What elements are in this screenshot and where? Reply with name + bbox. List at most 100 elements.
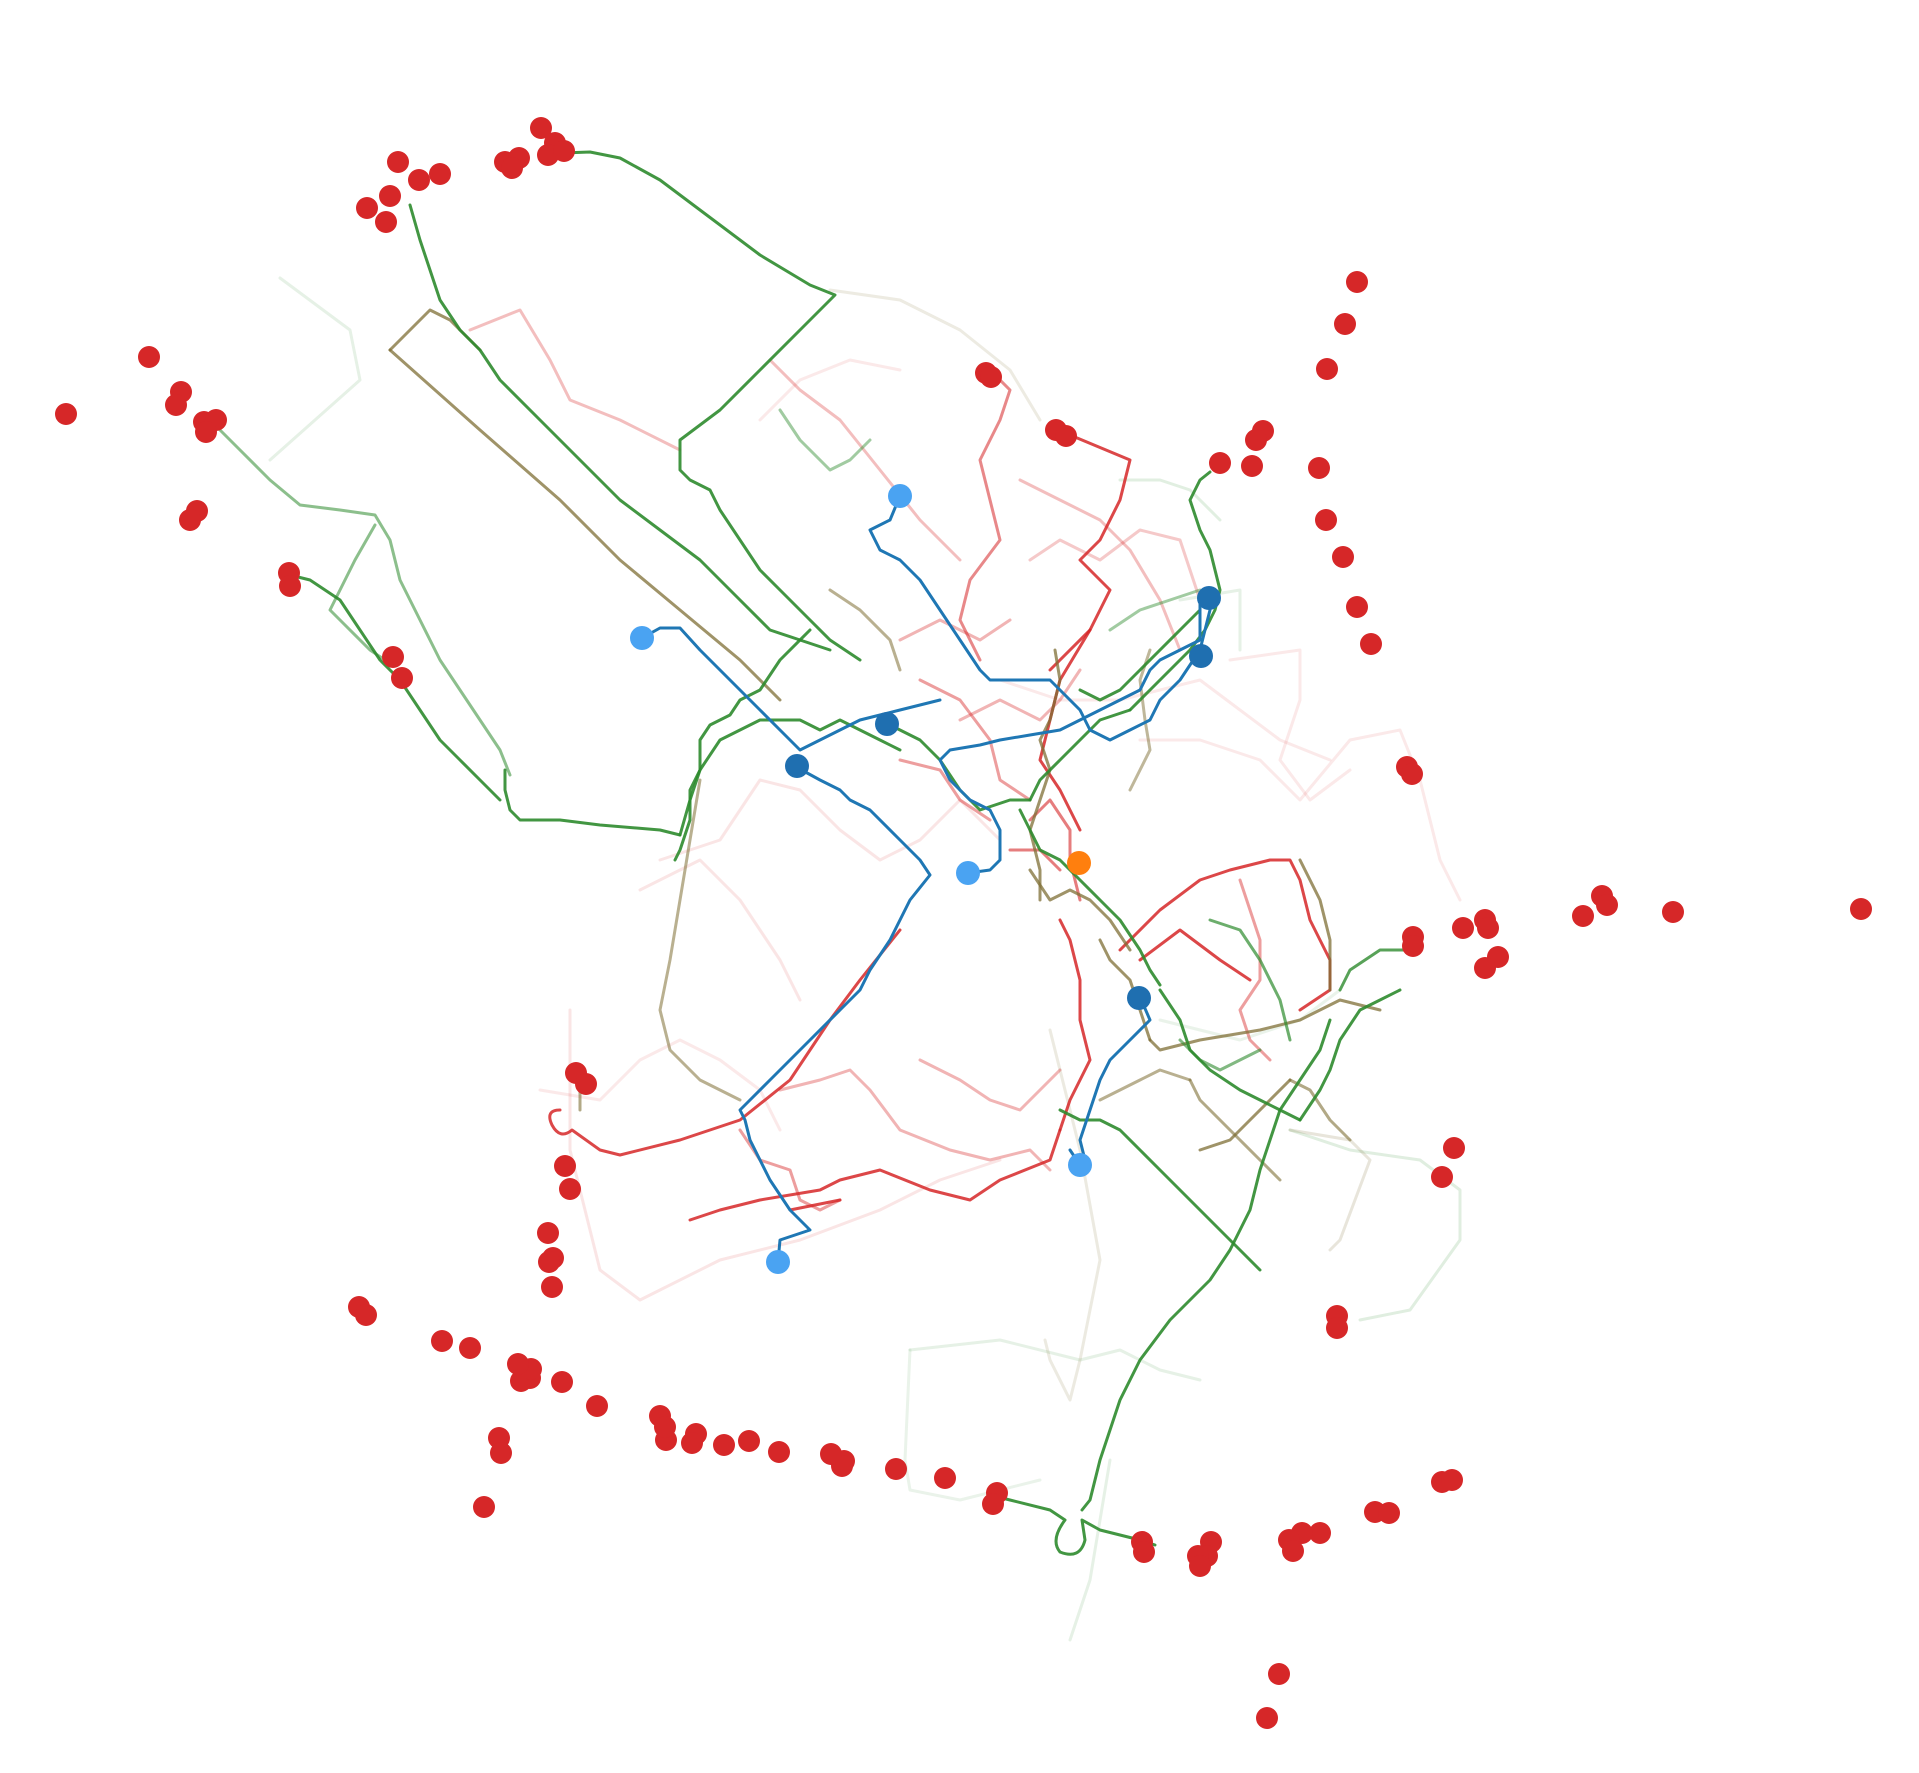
- stop-marker-blue: [1197, 586, 1221, 610]
- green-route: [1298, 988, 1402, 1122]
- faint-route: [908, 1338, 1202, 1382]
- stop-marker: [1452, 917, 1474, 939]
- stop-marker: [538, 1251, 560, 1273]
- green-route: [1108, 588, 1202, 632]
- red-route: [918, 1058, 1062, 1112]
- stop-marker: [375, 211, 397, 233]
- stop-marker: [713, 1434, 735, 1456]
- stop-marker: [530, 117, 552, 139]
- stop-marker-blue: [1068, 1153, 1092, 1177]
- red-route: [1058, 918, 1092, 1132]
- blend-route: [1148, 998, 1382, 1052]
- faint-route: [758, 358, 902, 422]
- green-route: [678, 718, 902, 837]
- stop-marker: [559, 1178, 581, 1200]
- stop-marker: [885, 1458, 907, 1480]
- stop-marker-blue: [888, 484, 912, 508]
- green-route: [503, 768, 682, 837]
- blue-route: [738, 766, 932, 1264]
- green-route: [988, 1493, 1157, 1556]
- red-route: [688, 1128, 1062, 1222]
- stop-marker: [1309, 1522, 1331, 1544]
- stop-marker: [356, 197, 378, 219]
- stop-marker: [1055, 425, 1077, 447]
- stop-marker: [1441, 1469, 1463, 1491]
- stop-marker: [429, 163, 451, 185]
- blue-route: [938, 588, 1215, 875]
- stop-marker: [490, 1442, 512, 1464]
- green-route: [1028, 708, 1132, 802]
- stop-marker: [575, 1073, 597, 1095]
- stop-marker: [1268, 1663, 1290, 1685]
- red-route: [548, 928, 902, 1157]
- red-route: [958, 668, 1082, 722]
- stop-marker: [820, 1443, 842, 1465]
- stop-marker: [1572, 905, 1594, 927]
- green-route: [560, 150, 862, 662]
- stop-marker: [431, 1330, 453, 1352]
- green-route: [1018, 808, 1162, 987]
- faint-route: [828, 288, 1042, 422]
- stop-marker: [1431, 1166, 1453, 1188]
- faint-route: [1068, 1458, 1112, 1642]
- red-route: [768, 358, 962, 562]
- blend-route: [828, 588, 902, 672]
- stop-marker: [681, 1432, 703, 1454]
- orange-stop: [1067, 851, 1091, 875]
- faint-route: [1228, 648, 1352, 802]
- red-route: [898, 618, 1012, 642]
- stop-marker: [1850, 898, 1872, 920]
- faint-route: [268, 276, 362, 462]
- stop-marker: [551, 1371, 573, 1393]
- blue-route: [868, 494, 1212, 742]
- stop-marker: [459, 1337, 481, 1359]
- green-route: [1080, 1018, 1332, 1512]
- stop-marker-blue: [630, 626, 654, 650]
- stop-marker: [980, 366, 1002, 388]
- blend-route: [1288, 1078, 1352, 1142]
- red-route: [468, 308, 682, 452]
- stop-marker: [1662, 901, 1684, 923]
- red-route: [1038, 628, 1092, 832]
- blend-route: [1128, 648, 1152, 792]
- stop-marker: [279, 575, 301, 597]
- blend-route: [1198, 1078, 1292, 1152]
- blend-route: [1098, 1068, 1192, 1102]
- faint-route: [1288, 1128, 1372, 1252]
- stop-marker: [55, 403, 77, 425]
- faint-route: [1118, 478, 1222, 522]
- green-route: [1078, 608, 1202, 702]
- stop-marker: [1256, 1707, 1278, 1729]
- stop-marker: [1189, 1555, 1211, 1577]
- stop-marker: [1245, 429, 1267, 451]
- blend-route: [1298, 858, 1332, 992]
- stop-marker: [1316, 358, 1338, 380]
- stop-marker: [537, 1222, 559, 1244]
- stop-marker-blue: [956, 861, 980, 885]
- stop-marker: [1477, 917, 1499, 939]
- stop-marker: [1596, 894, 1618, 916]
- stop-marker: [541, 1276, 563, 1298]
- blend-route: [1028, 868, 1132, 952]
- green-route: [1128, 470, 1222, 712]
- green-route: [1178, 1038, 1262, 1072]
- stop-marker: [1308, 457, 1330, 479]
- stop-marker: [165, 394, 187, 416]
- stop-marker: [1346, 596, 1368, 618]
- stop-marker: [355, 1304, 377, 1326]
- green-route: [213, 423, 512, 777]
- stop-marker: [1402, 935, 1424, 957]
- stop-marker-blue: [766, 1250, 790, 1274]
- faint-route: [1138, 728, 1462, 902]
- faint-route: [638, 858, 802, 1002]
- blend-route: [1098, 938, 1152, 1042]
- stop-marker: [1360, 633, 1382, 655]
- red-route: [958, 368, 1012, 662]
- stop-marker: [1474, 957, 1496, 979]
- stop-marker: [1332, 546, 1354, 568]
- stop-marker-blue: [875, 712, 899, 736]
- green-route: [408, 203, 832, 652]
- red-route: [1238, 878, 1272, 1062]
